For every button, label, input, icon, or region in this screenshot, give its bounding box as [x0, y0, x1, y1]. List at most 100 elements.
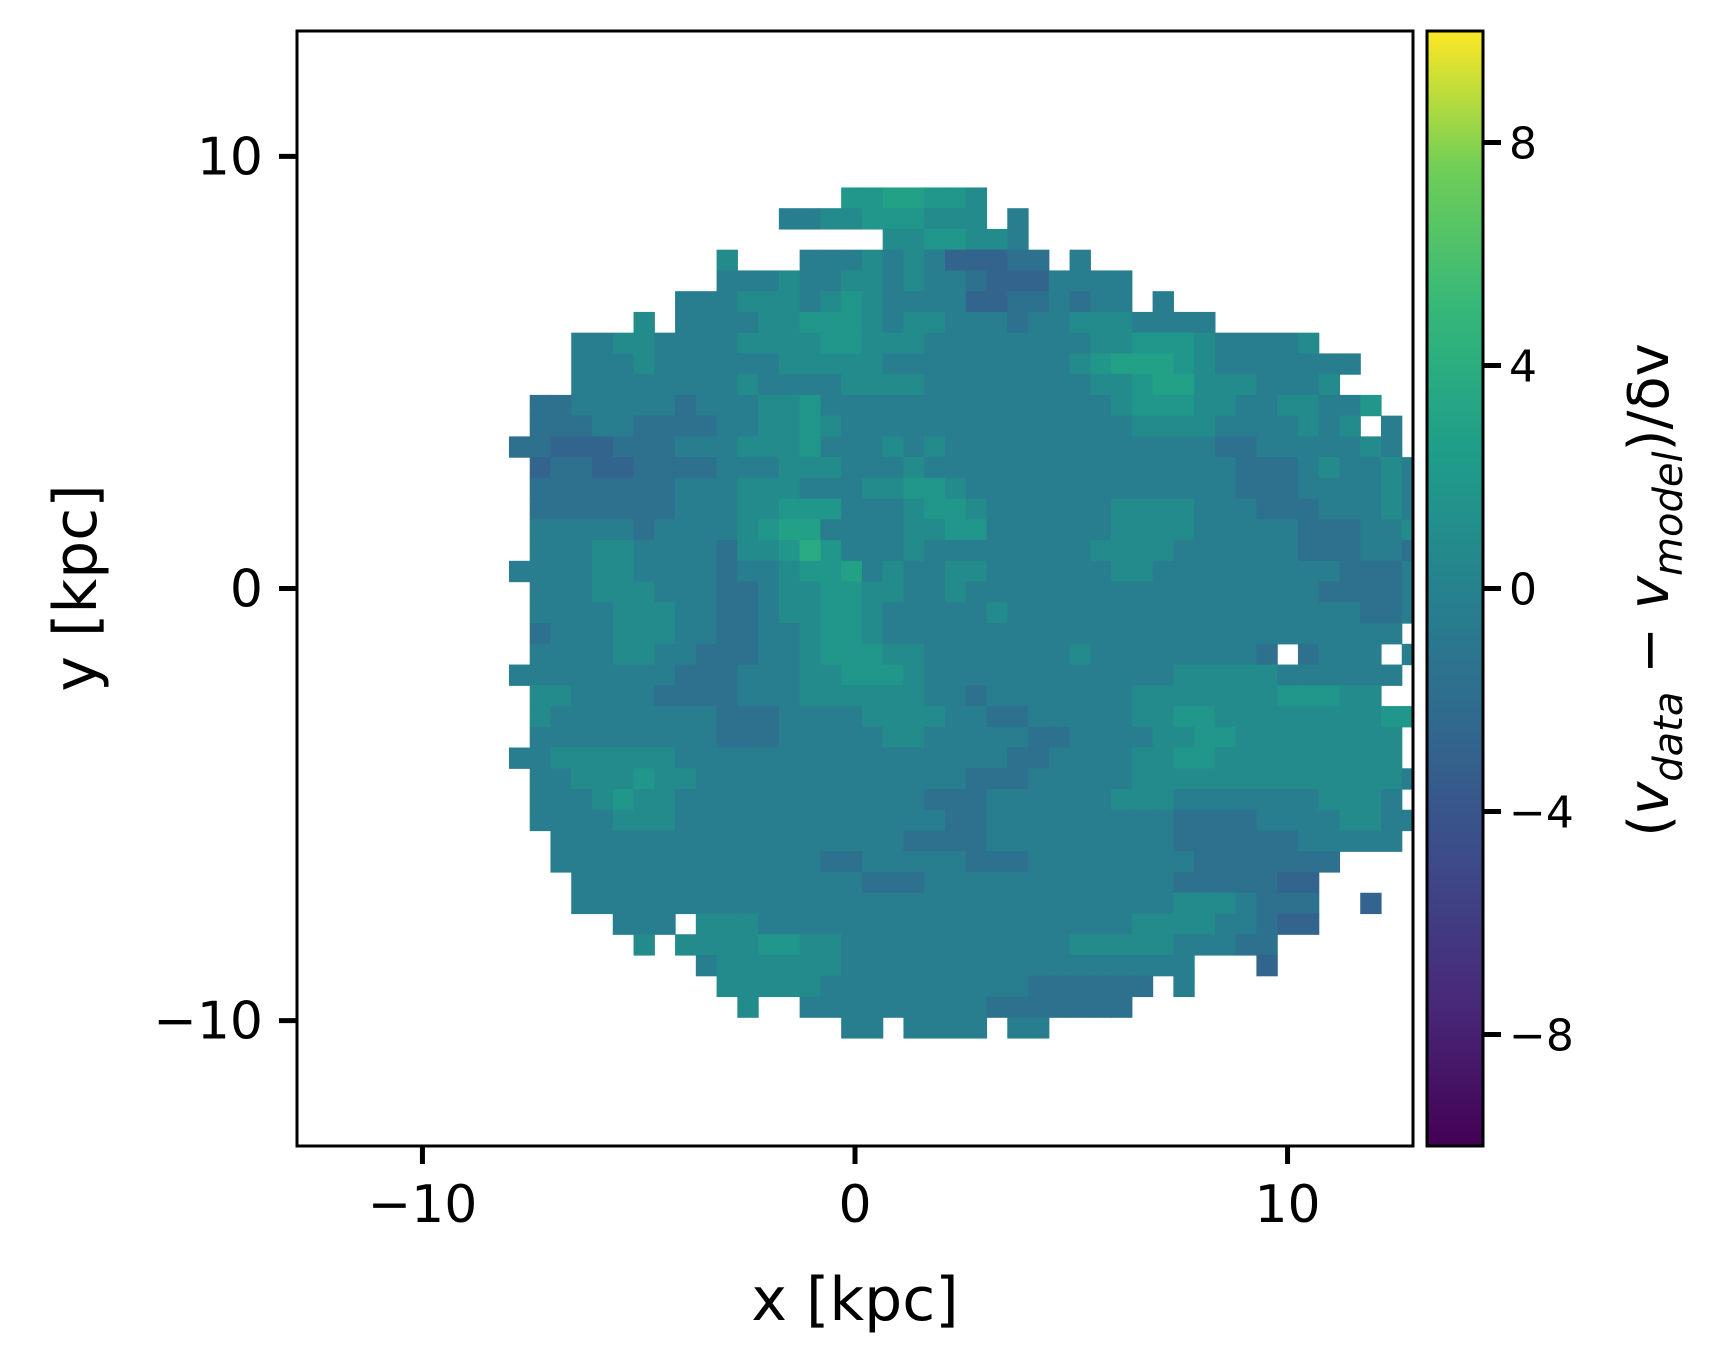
heatmap-cell — [737, 685, 759, 707]
heatmap-cell — [1380, 726, 1403, 749]
heatmap-cell — [1277, 685, 1299, 707]
heatmap-cell — [1069, 851, 1091, 873]
colorbar-label-open: ( — [1617, 815, 1682, 837]
heatmap-cell — [675, 332, 697, 354]
heatmap-cell — [944, 830, 967, 852]
heatmap-cell — [1028, 311, 1050, 334]
heatmap-cell — [820, 311, 842, 334]
heatmap-cell — [1131, 540, 1154, 562]
heatmap-cell — [592, 581, 614, 603]
heatmap-cell — [1297, 872, 1320, 894]
heatmap-cell — [1380, 581, 1403, 603]
heatmap-cell — [799, 353, 821, 375]
heatmap-cell — [1152, 643, 1174, 666]
heatmap-cell — [903, 270, 925, 292]
heatmap-cell — [675, 706, 697, 728]
heatmap-cell — [861, 457, 884, 479]
heatmap-cell — [1277, 374, 1299, 396]
heatmap-cell — [1131, 685, 1154, 707]
heatmap-cell — [1090, 270, 1112, 292]
heatmap-cell — [1256, 747, 1278, 769]
heatmap-cell — [758, 706, 780, 728]
heatmap-cell — [1131, 457, 1154, 479]
heatmap-cell — [1048, 415, 1071, 437]
heatmap-cell — [1339, 664, 1361, 686]
heatmap-cell — [1173, 581, 1195, 603]
heatmap-cell — [778, 457, 801, 479]
heatmap-cell — [633, 602, 655, 624]
heatmap-cell — [1339, 560, 1361, 583]
heatmap-cell — [944, 975, 967, 998]
heatmap-cell — [903, 228, 925, 251]
heatmap-cell — [861, 187, 884, 209]
heatmap-cell — [612, 602, 635, 624]
heatmap-cell — [1173, 954, 1195, 977]
heatmap-cell — [986, 685, 1008, 707]
heatmap-cell — [654, 623, 676, 645]
heatmap-cell — [1235, 332, 1258, 354]
heatmap-cell — [1069, 332, 1091, 354]
heatmap-cell — [758, 685, 780, 707]
heatmap-cell — [1111, 311, 1133, 334]
heatmap-cell — [799, 809, 821, 832]
heatmap-cell — [1090, 789, 1112, 811]
heatmap-cell — [882, 706, 905, 728]
heatmap-cell — [861, 415, 884, 437]
heatmap-cell — [550, 851, 572, 873]
heatmap-cell — [1111, 415, 1133, 437]
heatmap-cell — [1360, 560, 1382, 583]
heatmap-cell — [1069, 789, 1091, 811]
heatmap-cell — [986, 436, 1008, 458]
heatmap-cell — [1028, 975, 1050, 998]
heatmap-cell — [1214, 726, 1237, 749]
heatmap-cell — [1235, 747, 1258, 769]
heatmap-cell — [529, 623, 552, 645]
heatmap-cell — [986, 311, 1008, 334]
heatmap-cell — [882, 809, 905, 832]
heatmap-cell — [1297, 374, 1320, 396]
heatmap-cell — [675, 602, 697, 624]
heatmap-cell — [716, 560, 738, 583]
heatmap-cell — [944, 934, 967, 956]
heatmap-cell — [1297, 602, 1320, 624]
heatmap-cell — [841, 436, 863, 458]
heatmap-cell — [986, 830, 1008, 852]
heatmap-cell — [841, 311, 863, 334]
heatmap-cell — [1090, 519, 1112, 541]
heatmap-cell — [1028, 934, 1050, 956]
heatmap-cell — [758, 560, 780, 583]
heatmap-cell — [1007, 291, 1029, 313]
heatmap-cell — [882, 768, 905, 790]
heatmap-cell — [633, 415, 655, 437]
heatmap-cell — [1235, 934, 1258, 956]
heatmap-cell — [944, 602, 967, 624]
heatmap-cell — [654, 706, 676, 728]
heatmap-cell — [592, 851, 614, 873]
heatmap-cell — [1028, 270, 1050, 292]
heatmap-cell — [1214, 415, 1237, 437]
heatmap-cell — [903, 353, 925, 375]
heatmap-cell — [1131, 954, 1154, 977]
heatmap-cell — [1380, 540, 1403, 562]
heatmap-cell — [1277, 809, 1299, 832]
colorbar-tick-label: −8 — [1509, 1011, 1574, 1062]
heatmap-cell — [1111, 747, 1133, 769]
heatmap-cell — [1090, 602, 1112, 624]
heatmap-cell — [592, 415, 614, 437]
heatmap-cell — [571, 872, 593, 894]
heatmap-cell — [1214, 498, 1237, 520]
heatmap-cell — [1069, 498, 1091, 520]
heatmap-cell — [944, 477, 967, 500]
heatmap-cell — [1007, 706, 1029, 728]
heatmap-cell — [1173, 602, 1195, 624]
heatmap-cell — [1401, 643, 1413, 666]
heatmap-cell — [965, 809, 988, 832]
heatmap-cell — [1297, 498, 1320, 520]
heatmap-cell — [1339, 643, 1361, 666]
heatmap-cell — [986, 643, 1008, 666]
heatmap-cell — [944, 394, 967, 417]
heatmap-cell — [758, 602, 780, 624]
heatmap-cell — [944, 706, 967, 728]
heatmap-cell — [965, 332, 988, 354]
heatmap-cell — [654, 415, 676, 437]
